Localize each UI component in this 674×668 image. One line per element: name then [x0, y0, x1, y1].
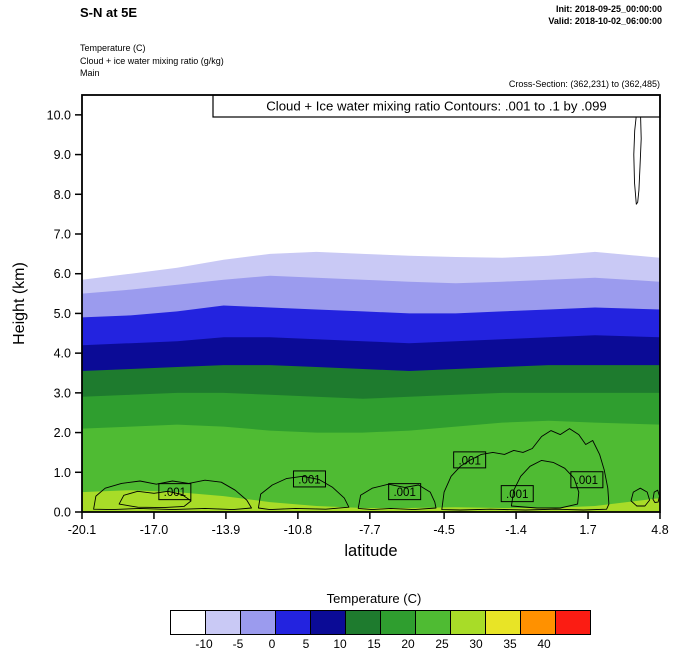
colorbar: [170, 610, 591, 635]
x-axis-title: latitude: [344, 542, 397, 560]
y-tick-label: 0.0: [54, 506, 71, 520]
colorbar-title: Temperature (C): [326, 591, 422, 606]
contour-label-text: .001: [506, 489, 528, 501]
y-tick-label: 6.0: [54, 267, 71, 281]
colorbar-cell: [170, 610, 206, 635]
field-line-temperature: Temperature (C): [80, 43, 146, 53]
contour-label-text: .001: [298, 474, 320, 486]
y-tick-label: 8.0: [54, 188, 71, 202]
cloud-contour-loop-.001: [441, 428, 610, 511]
contour-label-box: [500, 485, 534, 503]
y-tick-label: 3.0: [54, 386, 71, 400]
cloud-contour-loop-.001: [257, 475, 350, 511]
colorbar-tick-label: 25: [435, 637, 449, 651]
x-tick-label: -1.4: [505, 523, 527, 537]
cross-section-chart: .001 .001 .001 .001 .001 .001 Cloud + Ice wate…: [11, 94, 669, 560]
valid-time-label: Valid: 2018-10-02_06:00:00: [548, 16, 662, 27]
x-tick-label: -4.5: [433, 523, 455, 537]
y-tick-label: 5.0: [54, 307, 71, 321]
plot-area: .001 .001 .001 .001 .001 .001: [82, 95, 660, 512]
colorbar-tick-label: 15: [367, 637, 381, 651]
y-tick-label: 2.0: [54, 426, 71, 440]
colorbar-cell: [205, 610, 241, 635]
colorbar-tick-label: 0: [268, 637, 276, 651]
y-axis-title: Height (km): [11, 262, 28, 345]
contour-label-text: .001: [576, 475, 598, 487]
x-tick-label: -20.1: [68, 523, 97, 537]
contour-label-box: [388, 483, 422, 501]
x-tick-label: -7.7: [359, 523, 381, 537]
field-line-domain: Main: [80, 68, 100, 79]
colorbar-cell: [555, 610, 591, 635]
y-tick-label: 9.0: [54, 148, 71, 162]
contour-info-text: Cloud + Ice water mixing ratio Contours:…: [266, 99, 607, 114]
temperature-band-25: [82, 490, 660, 512]
colorbar-tick-label: 30: [469, 637, 483, 651]
plot-border: [81, 94, 661, 513]
cross-section-coords-label: Cross-Section: (362,231) to (362,485): [508, 79, 660, 89]
model-run-times: Init: 2018-09-25_00:00:00 Valid: 2018-10…: [548, 3, 662, 27]
contour-label-box: [453, 451, 487, 469]
field-list: Temperature (C) Cloud + ice water mixing…: [80, 42, 224, 80]
page-title: S-N at 5E: [80, 5, 138, 20]
contour-label-box: [158, 483, 192, 501]
colorbar-cell: [415, 610, 451, 635]
colorbar-cell: [275, 610, 311, 635]
temperature-band-20: [82, 420, 660, 512]
y-tick-label: 7.0: [54, 228, 71, 242]
colorbar-cell: [380, 610, 416, 635]
colorbar-tick-label: 5: [302, 637, 310, 651]
colorbar-cell: [485, 610, 521, 635]
cloud-contour-loop-.1: [510, 459, 580, 509]
x-tick-label: -13.9: [212, 523, 241, 537]
colorbar-cell: [520, 610, 556, 635]
colorbar-cell: [450, 610, 486, 635]
init-time-label: Init: 2018-09-25_00:00:00: [555, 4, 662, 14]
contour-label-text: .001: [164, 487, 186, 499]
contour-label-text: .001: [458, 455, 480, 467]
colorbar-tick-label: 35: [503, 637, 517, 651]
colorbar-tick-labels: -10 -5 0 5 10 15 20 25 30 35 40: [187, 637, 561, 651]
colorbar-cell: [345, 610, 381, 635]
field-line-cloud-ice: Cloud + ice water mixing ratio (g/kg): [80, 55, 224, 66]
y-tick-label: 10.0: [47, 108, 71, 122]
x-tick-label: -10.8: [284, 523, 313, 537]
colorbar-tick-label: 40: [537, 637, 551, 651]
cloud-contour-loop-.1: [118, 490, 192, 509]
colorbar-tick-label: -10: [195, 637, 213, 651]
colorbar-tick-label: -5: [232, 637, 244, 651]
colorbar-tick-label: 10: [333, 637, 347, 651]
colorbar-tick-label: 20: [401, 637, 415, 651]
contour-label-text: .001: [393, 487, 415, 499]
cloud-contour-loop-.001: [93, 479, 252, 511]
colorbar-cell: [240, 610, 276, 635]
contour-label-box: [292, 470, 326, 488]
x-tick-label: -17.0: [140, 523, 169, 537]
y-tick-label: 4.0: [54, 347, 71, 361]
x-tick-label: 1.7: [579, 523, 596, 537]
contour-info-box: Cloud + Ice water mixing ratio Contours:…: [212, 94, 661, 118]
contour-label-box: [570, 471, 604, 489]
y-tick-label: 1.0: [54, 466, 71, 480]
cloud-contour-loop-.001: [630, 487, 651, 507]
x-tick-label: 4.8: [651, 523, 668, 537]
cloud-contour-loop-.001: [357, 483, 437, 511]
colorbar-cell: [310, 610, 346, 635]
